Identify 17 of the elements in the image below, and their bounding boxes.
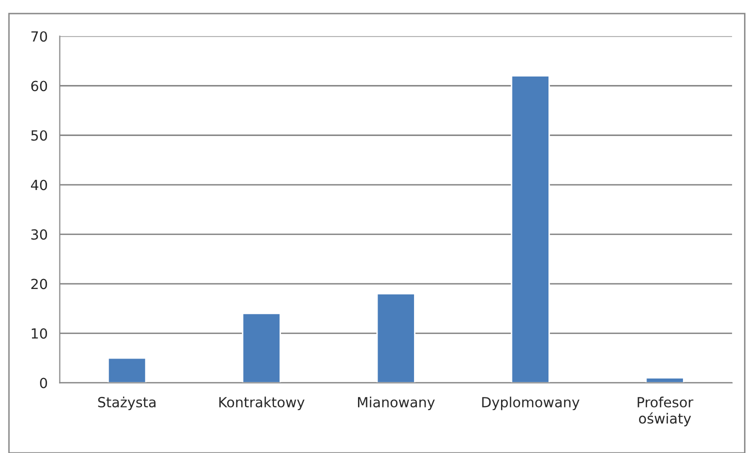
x-tick-label: Stażysta	[98, 396, 156, 410]
x-tick-label: Kontraktowy	[219, 396, 305, 410]
y-tick-label: 10	[32, 328, 48, 339]
x-tick-label: Mianowany	[358, 396, 435, 410]
y-tick-label: 60	[31, 80, 48, 92]
y-tick-label: 70	[31, 31, 48, 42]
y-tick-label: 0	[40, 378, 48, 388]
y-tick-label: 40	[30, 180, 48, 190]
bar	[242, 312, 281, 383]
bar	[107, 357, 147, 383]
y-tick-label: 20	[31, 278, 48, 290]
y-tick-label: 50	[31, 130, 48, 141]
x-tick-label: Dyplomowany	[482, 396, 580, 410]
bar	[510, 75, 550, 383]
x-tick-label: Profesor oświaty	[638, 396, 694, 426]
bar	[376, 292, 416, 383]
y-tick-label: 30	[31, 229, 48, 240]
